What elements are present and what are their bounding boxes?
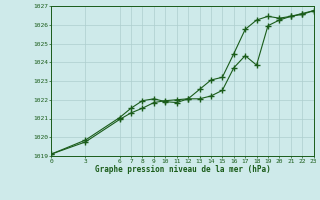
X-axis label: Graphe pression niveau de la mer (hPa): Graphe pression niveau de la mer (hPa) bbox=[94, 165, 270, 174]
